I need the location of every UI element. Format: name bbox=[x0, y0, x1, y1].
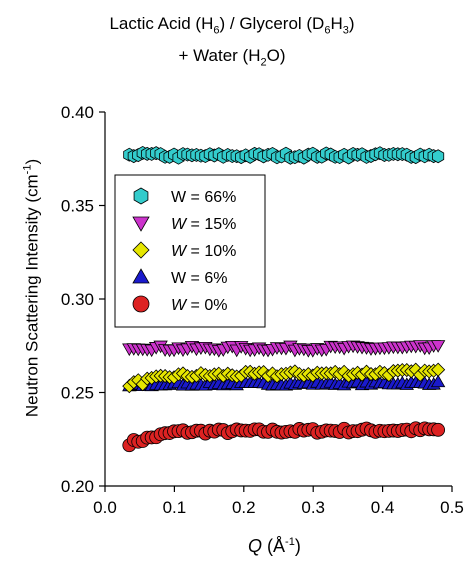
title-sub: 6 bbox=[324, 24, 331, 37]
legend-marker bbox=[133, 187, 149, 205]
x-tick-label: 0.3 bbox=[301, 498, 325, 517]
y-tick-label: 0.35 bbox=[61, 197, 94, 216]
title-sub: 3 bbox=[342, 24, 349, 37]
y-tick-label: 0.25 bbox=[61, 384, 94, 403]
x-axis-label: Q (Å-1) bbox=[248, 536, 301, 557]
data-marks bbox=[122, 145, 446, 453]
y-tick-label: 0.30 bbox=[61, 290, 94, 309]
x-tick-label: 0.2 bbox=[232, 498, 256, 517]
title-text: Lactic Acid (H bbox=[109, 14, 214, 33]
legend-label-value: = 66% bbox=[186, 189, 236, 206]
legend-label-variable: W bbox=[171, 270, 187, 287]
data-point bbox=[430, 340, 446, 353]
x-axis-unit-end: ) bbox=[294, 536, 301, 556]
title-sub: 6 bbox=[213, 24, 220, 37]
data-point bbox=[431, 422, 446, 437]
data-point bbox=[431, 362, 446, 377]
y-tick-label: 0.20 bbox=[61, 477, 94, 496]
y-tick-label: 0.40 bbox=[61, 103, 94, 122]
legend-label: W = 10% bbox=[171, 243, 236, 260]
legend-marker bbox=[132, 295, 150, 313]
data-point bbox=[432, 149, 445, 164]
x-tick-label: 0.1 bbox=[163, 498, 187, 517]
legend-label-variable: W bbox=[171, 297, 188, 314]
legend-label-value: = 15% bbox=[186, 216, 236, 233]
data-point bbox=[430, 374, 446, 388]
legend-label-value: = 6% bbox=[186, 270, 227, 287]
axes: 0.0 0.1 0.2 0.3 0.4 0.5 0.20 0.25 0.30 0.35 0.40 bbox=[61, 103, 464, 517]
chart-title-line-1: Lactic Acid (H6) / Glycerol (D6H3) bbox=[0, 14, 464, 36]
legend-label-variable: W bbox=[171, 216, 188, 233]
chart-title-line-2: + Water (H2O) bbox=[0, 46, 464, 68]
series-circle bbox=[122, 421, 446, 453]
legend-label-value: = 0% bbox=[186, 297, 227, 314]
legend: W = 66%W = 15%W = 10%W = 6%W = 0% bbox=[114, 174, 266, 328]
legend-marker bbox=[132, 216, 150, 232]
title-text: O) bbox=[266, 46, 286, 65]
series-triangle-down bbox=[122, 340, 446, 358]
x-tick-label: 0.0 bbox=[93, 498, 117, 517]
series-diamond bbox=[122, 362, 446, 394]
x-tick-label: 0.5 bbox=[440, 498, 464, 517]
title-text: ) bbox=[348, 14, 355, 33]
legend-label: W = 6% bbox=[171, 270, 227, 287]
legend-label: W = 66% bbox=[171, 189, 236, 206]
title-text: H bbox=[330, 14, 343, 33]
series-hexagon bbox=[123, 145, 445, 165]
x-tick-label: 0.4 bbox=[371, 498, 395, 517]
legend-label: W = 15% bbox=[171, 216, 236, 233]
legend-label-variable: W bbox=[171, 189, 187, 206]
title-text: + Water (H bbox=[178, 46, 261, 65]
legend-marker bbox=[132, 241, 150, 259]
x-axis-unit: (Å bbox=[262, 536, 286, 556]
legend-marker bbox=[132, 268, 150, 284]
title-text: ) / Glycerol (D bbox=[219, 14, 325, 33]
x-axis-variable: Q bbox=[248, 536, 263, 556]
legend-label: W = 0% bbox=[171, 297, 227, 314]
legend-label-value: = 10% bbox=[186, 243, 236, 260]
x-axis-unit-sup: -1 bbox=[285, 536, 295, 548]
legend-label-variable: W bbox=[171, 243, 188, 260]
title-sub: 2 bbox=[260, 56, 267, 69]
